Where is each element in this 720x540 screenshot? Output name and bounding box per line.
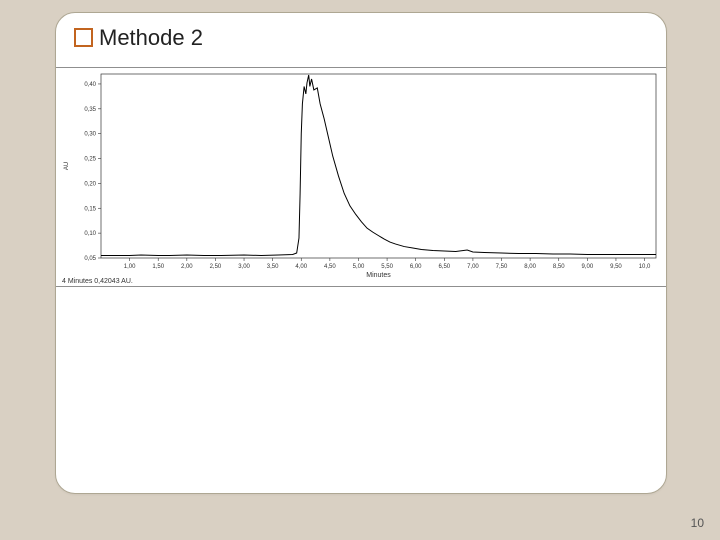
svg-text:0,35: 0,35 — [84, 107, 96, 113]
svg-text:1,50: 1,50 — [152, 264, 164, 270]
svg-text:5,00: 5,00 — [353, 264, 365, 270]
chromatogram-chart: 0,05 0,10 0,15 0,20 0,25 0,30 0,35 0,40 AU 1,00 1,… — [56, 68, 666, 286]
svg-text:9,00: 9,00 — [581, 264, 593, 270]
svg-text:3,50: 3,50 — [267, 264, 279, 270]
svg-text:1,00: 1,00 — [124, 264, 136, 270]
svg-text:0,15: 0,15 — [84, 206, 96, 212]
svg-text:8,00: 8,00 — [524, 264, 536, 270]
svg-text:7,00: 7,00 — [467, 264, 479, 270]
slide-card: Methode 2 0,050,100,150,200,250,300,350,… — [55, 12, 667, 494]
svg-text:4,00: 4,00 — [295, 264, 307, 270]
svg-text:0,30: 0,30 — [84, 132, 96, 138]
slide-title: Methode 2 — [74, 25, 203, 51]
svg-text:3,00: 3,00 — [238, 264, 250, 270]
svg-text:0,20: 0,20 — [84, 181, 96, 187]
svg-text:7,50: 7,50 — [496, 264, 508, 270]
svg-text:0,40: 0,40 — [84, 82, 96, 88]
svg-text:9,50: 9,50 — [610, 264, 622, 270]
svg-text:6,00: 6,00 — [410, 264, 422, 270]
svg-text:AU: AU — [64, 162, 70, 170]
svg-text:2,50: 2,50 — [210, 264, 222, 270]
title-text: Methode 2 — [99, 25, 203, 50]
svg-text:0,25: 0,25 — [84, 157, 96, 163]
svg-text:0,05: 0,05 — [84, 256, 96, 262]
page-number: 10 — [691, 516, 704, 530]
svg-text:8,50: 8,50 — [553, 264, 565, 270]
svg-text:4 Minutes 0,42043 AU.: 4 Minutes 0,42043 AU. — [62, 278, 133, 285]
svg-text:6,50: 6,50 — [438, 264, 450, 270]
svg-text:0,10: 0,10 — [84, 231, 96, 237]
svg-text:4,50: 4,50 — [324, 264, 336, 270]
title-bullet-icon — [74, 28, 93, 47]
svg-text:Minutes: Minutes — [366, 272, 391, 279]
svg-text:10,0: 10,0 — [639, 264, 651, 270]
svg-text:2,00: 2,00 — [181, 264, 193, 270]
chromatogram-frame: 0,05 0,10 0,15 0,20 0,25 0,30 0,35 0,40 AU 1,00 1,… — [56, 67, 666, 287]
svg-text:5,50: 5,50 — [381, 264, 393, 270]
